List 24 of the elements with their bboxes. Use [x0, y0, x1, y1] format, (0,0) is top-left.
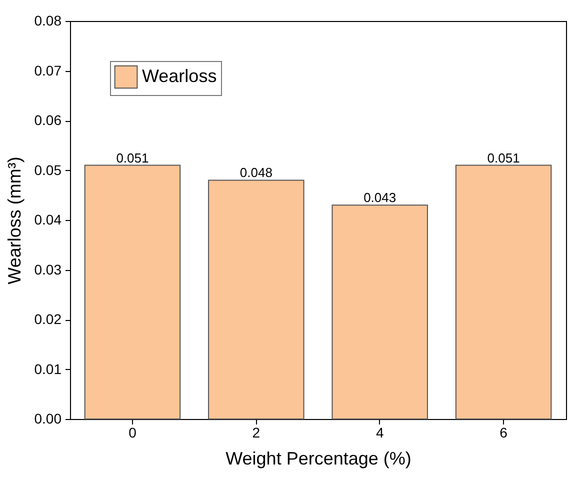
y-tick-label: 0.04 — [34, 212, 62, 228]
bar — [208, 180, 304, 420]
x-tick-label: 4 — [376, 424, 384, 440]
y-axis-title: Wearloss (mm³) — [4, 156, 24, 284]
data-label: 0.043 — [364, 190, 396, 206]
y-tick-label: 0.07 — [34, 62, 62, 78]
y-tick-label: 0.02 — [34, 311, 62, 327]
legend-label: Wearloss — [142, 66, 217, 86]
x-axis-title: Weight Percentage (%) — [226, 448, 412, 468]
bar — [84, 164, 181, 420]
y-tick-label: 0.08 — [34, 12, 62, 28]
y-tick-label: 0.00 — [34, 410, 62, 426]
bar — [332, 204, 428, 420]
x-tick-label: 0 — [128, 424, 137, 440]
y-tick-label: 0.05 — [34, 162, 62, 178]
bar — [455, 164, 552, 420]
data-label: 0.051 — [116, 150, 149, 166]
y-tick-label: 0.01 — [34, 360, 62, 377]
y-tick-label: 0.06 — [34, 112, 62, 128]
x-tick-label: 6 — [500, 424, 508, 440]
x-tick-label: 2 — [252, 424, 260, 440]
data-label: 0.051 — [487, 150, 520, 166]
data-label: 0.048 — [240, 165, 272, 180]
y-tick-label: 0.03 — [34, 261, 62, 278]
